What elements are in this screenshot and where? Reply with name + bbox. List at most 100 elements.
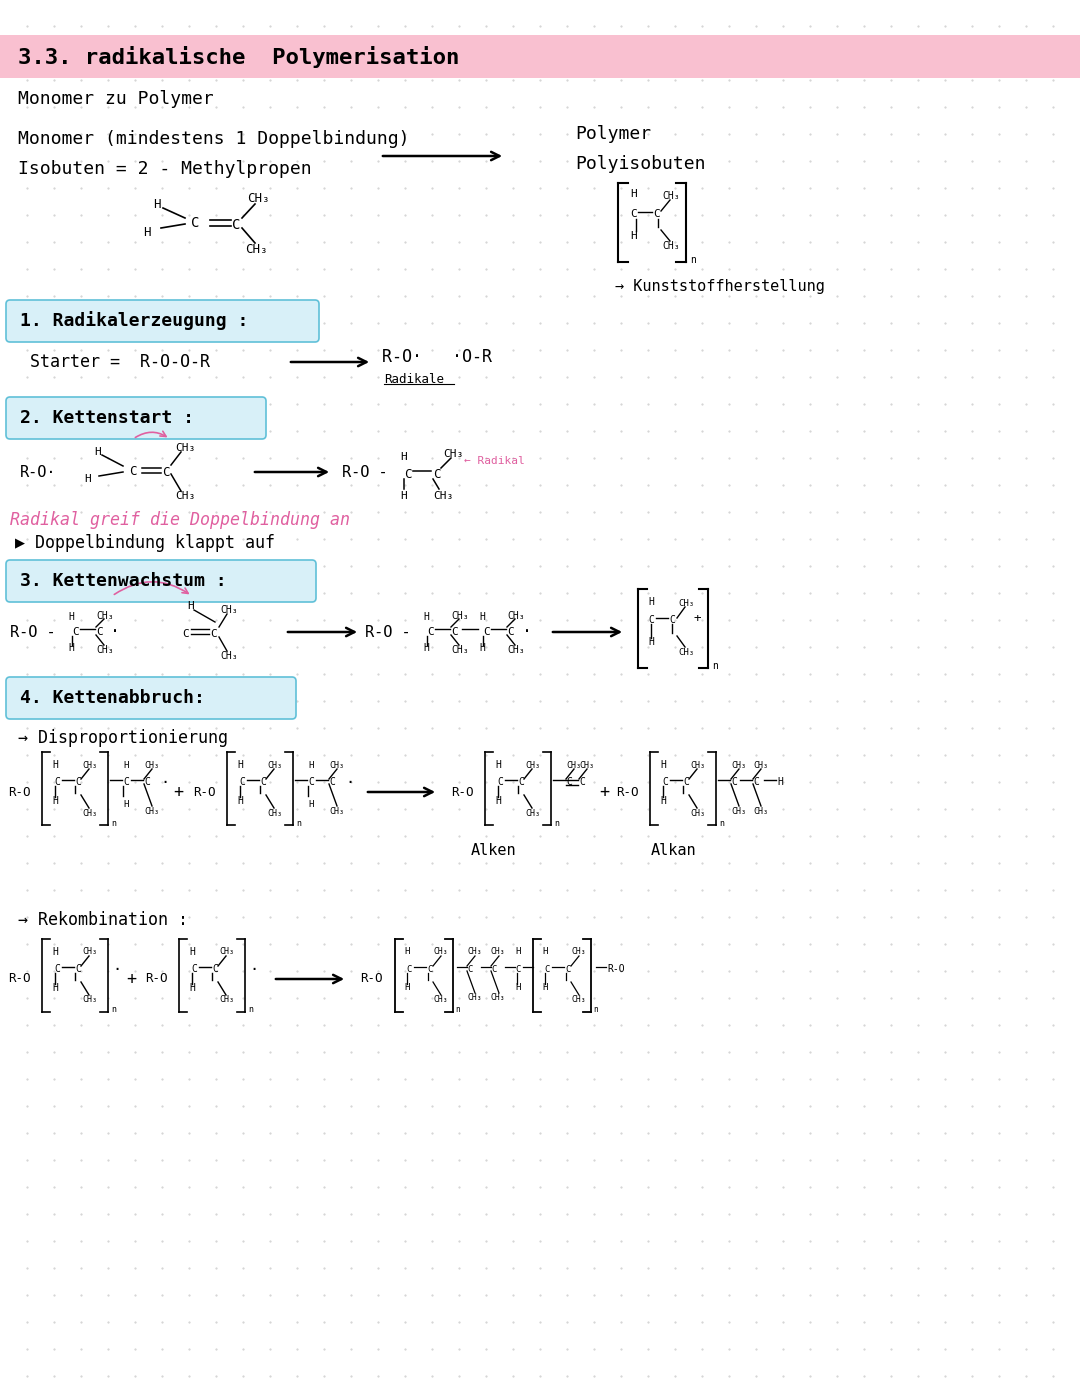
Text: R-O: R-O	[8, 973, 30, 986]
Text: H: H	[189, 983, 194, 993]
Text: H: H	[68, 643, 73, 652]
Text: R-O: R-O	[451, 785, 473, 799]
Text: H: H	[542, 948, 548, 956]
Text: C: C	[210, 629, 217, 638]
Text: R-O -: R-O -	[365, 625, 410, 640]
Text: ·: ·	[345, 775, 354, 789]
Text: H: H	[84, 474, 91, 484]
Text: C: C	[406, 965, 411, 973]
Text: Polyisobuten: Polyisobuten	[575, 155, 705, 173]
Text: C: C	[427, 627, 434, 637]
Text: n: n	[712, 661, 718, 671]
Text: C: C	[54, 776, 59, 788]
Text: C: C	[212, 965, 218, 974]
Text: CH₃: CH₃	[690, 809, 705, 817]
Text: n: n	[248, 1005, 253, 1015]
Text: C: C	[162, 466, 170, 478]
Text: H: H	[308, 761, 313, 769]
Text: C: C	[75, 965, 81, 974]
Text: R-O -: R-O -	[10, 625, 56, 640]
Text: C: C	[683, 776, 689, 788]
Text: CH₃: CH₃	[678, 598, 694, 608]
Text: C: C	[491, 965, 497, 973]
Text: CH₃: CH₃	[82, 948, 97, 956]
Text: H: H	[400, 491, 407, 500]
Text: C: C	[507, 627, 514, 637]
Text: CH₃: CH₃	[662, 191, 679, 201]
Text: CH₃: CH₃	[96, 645, 113, 655]
Text: CH₃: CH₃	[433, 491, 454, 500]
Text: H: H	[648, 637, 653, 647]
Text: C: C	[239, 776, 245, 788]
Text: CH₃: CH₃	[267, 809, 282, 817]
Text: CH₃: CH₃	[566, 761, 581, 769]
Text: CH₃: CH₃	[572, 995, 586, 1005]
Text: H: H	[480, 643, 485, 652]
Text: H: H	[660, 760, 666, 769]
Text: H: H	[237, 760, 243, 769]
Text: C: C	[451, 627, 458, 637]
Text: H: H	[515, 948, 521, 956]
Text: CH₃: CH₃	[525, 761, 540, 769]
Text: +: +	[694, 612, 702, 625]
Text: n: n	[554, 818, 559, 828]
Text: H: H	[123, 761, 129, 769]
Text: C: C	[515, 965, 521, 973]
Text: C: C	[497, 776, 503, 788]
Text: H: H	[630, 190, 637, 199]
Text: CH₃: CH₃	[467, 994, 482, 1002]
Text: C: C	[129, 464, 136, 478]
Text: CH₃: CH₃	[175, 443, 195, 453]
Text: Starter =  R-O-O-R: Starter = R-O-O-R	[30, 353, 210, 371]
Text: H: H	[660, 796, 666, 806]
Text: C: C	[75, 776, 81, 788]
Text: ▶ Doppelbindung klappt auf: ▶ Doppelbindung klappt auf	[15, 534, 275, 552]
Text: CH₃: CH₃	[678, 647, 694, 657]
Text: → Rekombination :: → Rekombination :	[18, 912, 188, 928]
Text: ·: ·	[160, 775, 170, 789]
Text: C: C	[579, 776, 585, 788]
Text: C: C	[648, 615, 653, 625]
Text: C: C	[467, 965, 472, 973]
Text: CH₃: CH₃	[96, 611, 113, 620]
Text: R-O: R-O	[8, 785, 30, 799]
Text: C: C	[123, 776, 129, 788]
Text: R-O: R-O	[360, 973, 382, 986]
Text: C: C	[191, 965, 197, 974]
Text: H: H	[400, 452, 407, 461]
Text: Radikale: Radikale	[384, 372, 444, 386]
Text: Monomer zu Polymer: Monomer zu Polymer	[18, 91, 214, 107]
Text: R-O: R-O	[616, 785, 638, 799]
Text: CH₃: CH₃	[443, 449, 463, 459]
Text: → Disproportionierung: → Disproportionierung	[18, 729, 228, 747]
Text: CH₃: CH₃	[572, 948, 586, 956]
Text: CH₃: CH₃	[662, 241, 679, 251]
Text: C: C	[483, 627, 489, 637]
Text: CH₃: CH₃	[82, 995, 97, 1005]
Text: H: H	[237, 796, 243, 806]
Text: H: H	[423, 612, 429, 622]
Text: CH₃: CH₃	[491, 948, 505, 956]
Text: CH₃: CH₃	[144, 807, 159, 815]
Text: R-O: R-O	[193, 785, 216, 799]
Text: +: +	[126, 970, 136, 988]
Text: H: H	[515, 984, 521, 993]
Text: H: H	[495, 796, 501, 806]
Text: CH₃: CH₃	[491, 994, 505, 1002]
Text: n: n	[111, 1005, 116, 1015]
Text: CH₃: CH₃	[434, 948, 448, 956]
Text: ·: ·	[522, 623, 532, 641]
Text: 1. Radikalerzeugung :: 1. Radikalerzeugung :	[21, 311, 248, 330]
Text: CH₃: CH₃	[579, 761, 594, 769]
Text: CH₃: CH₃	[247, 191, 270, 205]
Text: CH₃: CH₃	[731, 761, 746, 769]
Text: C: C	[183, 629, 189, 638]
Text: ·: ·	[112, 962, 121, 977]
Text: H: H	[423, 643, 429, 652]
Text: R-O·: R-O·	[21, 464, 56, 480]
Text: H: H	[52, 760, 58, 769]
Text: Radikal greif die Doppelbindung an: Radikal greif die Doppelbindung an	[10, 512, 350, 528]
Text: CH₃: CH₃	[690, 761, 705, 769]
Text: ← Radikal: ← Radikal	[464, 456, 525, 466]
Text: +: +	[599, 783, 609, 802]
